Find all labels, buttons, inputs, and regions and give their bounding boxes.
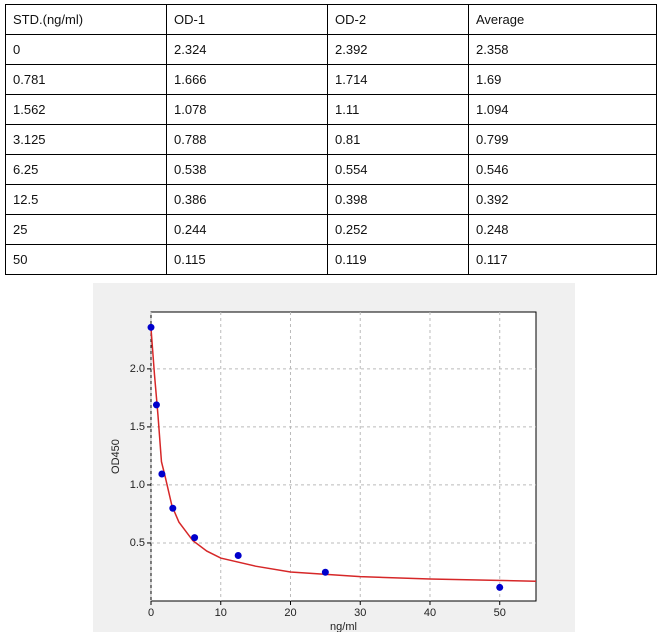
table-cell: 0.788 bbox=[166, 124, 328, 155]
table-row: 0.781 1.666 1.714 1.69 bbox=[5, 64, 657, 95]
x-tick-label: 50 bbox=[494, 607, 506, 619]
data-point bbox=[191, 534, 199, 542]
table-cell: 25 bbox=[5, 214, 167, 245]
y-axis-label: OD450 bbox=[110, 439, 122, 474]
data-point bbox=[169, 504, 177, 512]
table-cell: 0.115 bbox=[166, 244, 328, 275]
table-cell: 1.562 bbox=[5, 94, 167, 125]
table-cell: 0.81 bbox=[327, 124, 469, 155]
x-axis-label: ng/ml bbox=[330, 621, 357, 632]
data-point bbox=[147, 323, 155, 331]
x-tick-label: 10 bbox=[215, 607, 227, 619]
data-point bbox=[152, 401, 160, 409]
table-cell: 2.392 bbox=[327, 34, 469, 65]
data-point bbox=[496, 583, 504, 591]
data-point bbox=[158, 470, 166, 478]
table-cell: STD.(ng/ml) bbox=[5, 4, 167, 35]
table-row: 3.125 0.788 0.81 0.799 bbox=[5, 124, 657, 155]
table-cell: 0.538 bbox=[166, 154, 328, 185]
table-cell: 0.252 bbox=[327, 214, 469, 245]
data-point bbox=[321, 568, 329, 576]
table-cell: 50 bbox=[5, 244, 167, 275]
x-tick-label: 40 bbox=[424, 607, 436, 619]
data-point bbox=[234, 552, 242, 560]
table-cell: Average bbox=[468, 4, 657, 35]
table-cell: 0.119 bbox=[327, 244, 469, 275]
header-row: STD.(ng/ml) OD-1 OD-2 Average bbox=[5, 4, 657, 35]
table-cell: 2.358 bbox=[468, 34, 657, 65]
y-tick-label: 0.5 bbox=[130, 537, 145, 549]
y-tick-label: 2.0 bbox=[130, 363, 145, 375]
table-cell: 0.398 bbox=[327, 184, 469, 215]
table-cell: 1.094 bbox=[468, 94, 657, 125]
x-tick-label: 30 bbox=[354, 607, 366, 619]
table-cell: OD-1 bbox=[166, 4, 328, 35]
x-tick-label: 20 bbox=[284, 607, 296, 619]
table-row: 25 0.244 0.252 0.248 bbox=[5, 214, 657, 245]
plot-area bbox=[150, 311, 537, 602]
x-tick-label: 0 bbox=[148, 607, 154, 619]
data-table: STD.(ng/ml) OD-1 OD-2 Average 0 2.324 2.392 2.3… bbox=[5, 4, 657, 275]
table-row: 0 2.324 2.392 2.358 bbox=[5, 34, 657, 65]
y-tick-label: 1.0 bbox=[130, 479, 145, 491]
table-row: 50 0.115 0.119 0.117 bbox=[5, 244, 657, 275]
table-cell: 0.244 bbox=[166, 214, 328, 245]
y-tick-label: 1.5 bbox=[130, 421, 145, 433]
table-cell: 0.546 bbox=[468, 154, 657, 185]
table-cell: 1.078 bbox=[166, 94, 328, 125]
table-cell: 0.117 bbox=[468, 244, 657, 275]
